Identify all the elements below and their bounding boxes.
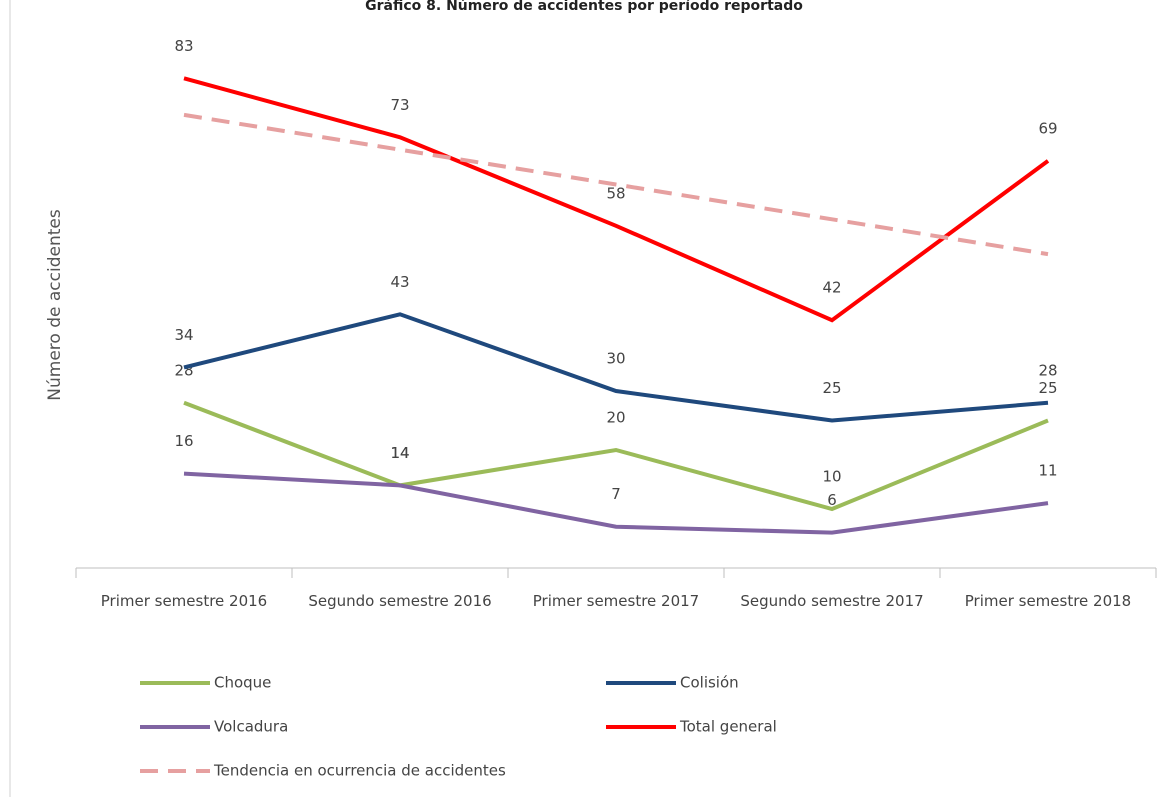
data-label: 34 — [174, 326, 193, 344]
data-label: 73 — [390, 96, 409, 114]
chart-title: Gráfico 8. Número de accidentes por perí… — [365, 0, 803, 14]
data-label: 10 — [822, 468, 841, 486]
data-label: 7 — [611, 485, 621, 503]
data-label: 14 — [390, 444, 409, 462]
data-label: 28 — [1038, 361, 1057, 379]
x-tick-label: Primer semestre 2016 — [100, 592, 268, 610]
legend-label: Colisión — [680, 674, 739, 692]
data-label: 6 — [827, 491, 837, 509]
series-line — [183, 312, 1049, 423]
series-line — [183, 471, 1049, 535]
legend-label: Volcadura — [214, 718, 288, 736]
series-line — [183, 112, 1049, 257]
data-label: 20 — [606, 409, 625, 427]
data-label: 69 — [1038, 119, 1057, 137]
series-line — [183, 76, 1050, 323]
series-line — [183, 400, 1049, 512]
data-label: 25 — [1038, 379, 1057, 397]
data-label: 43 — [390, 273, 409, 291]
x-tick-label: Primer semestre 2018 — [964, 592, 1132, 610]
legend-label: Tendencia en ocurrencia de accidentes — [213, 762, 506, 780]
x-tick-label: Primer semestre 2017 — [532, 592, 700, 610]
data-label: 30 — [606, 350, 625, 368]
data-label: 16 — [174, 432, 193, 450]
data-label: 25 — [822, 379, 841, 397]
data-label: 58 — [606, 184, 625, 202]
legend-label: Choque — [214, 674, 271, 692]
data-label: 42 — [822, 279, 841, 297]
y-axis-label: Número de accidentes — [45, 209, 65, 401]
data-label: 14 — [390, 444, 409, 462]
x-tick-label: Segundo semestre 2016 — [308, 592, 492, 610]
data-label: 11 — [1038, 462, 1057, 480]
legend-label: Total general — [679, 718, 777, 736]
data-label: 83 — [174, 37, 193, 55]
x-tick-label: Segundo semestre 2017 — [740, 592, 924, 610]
